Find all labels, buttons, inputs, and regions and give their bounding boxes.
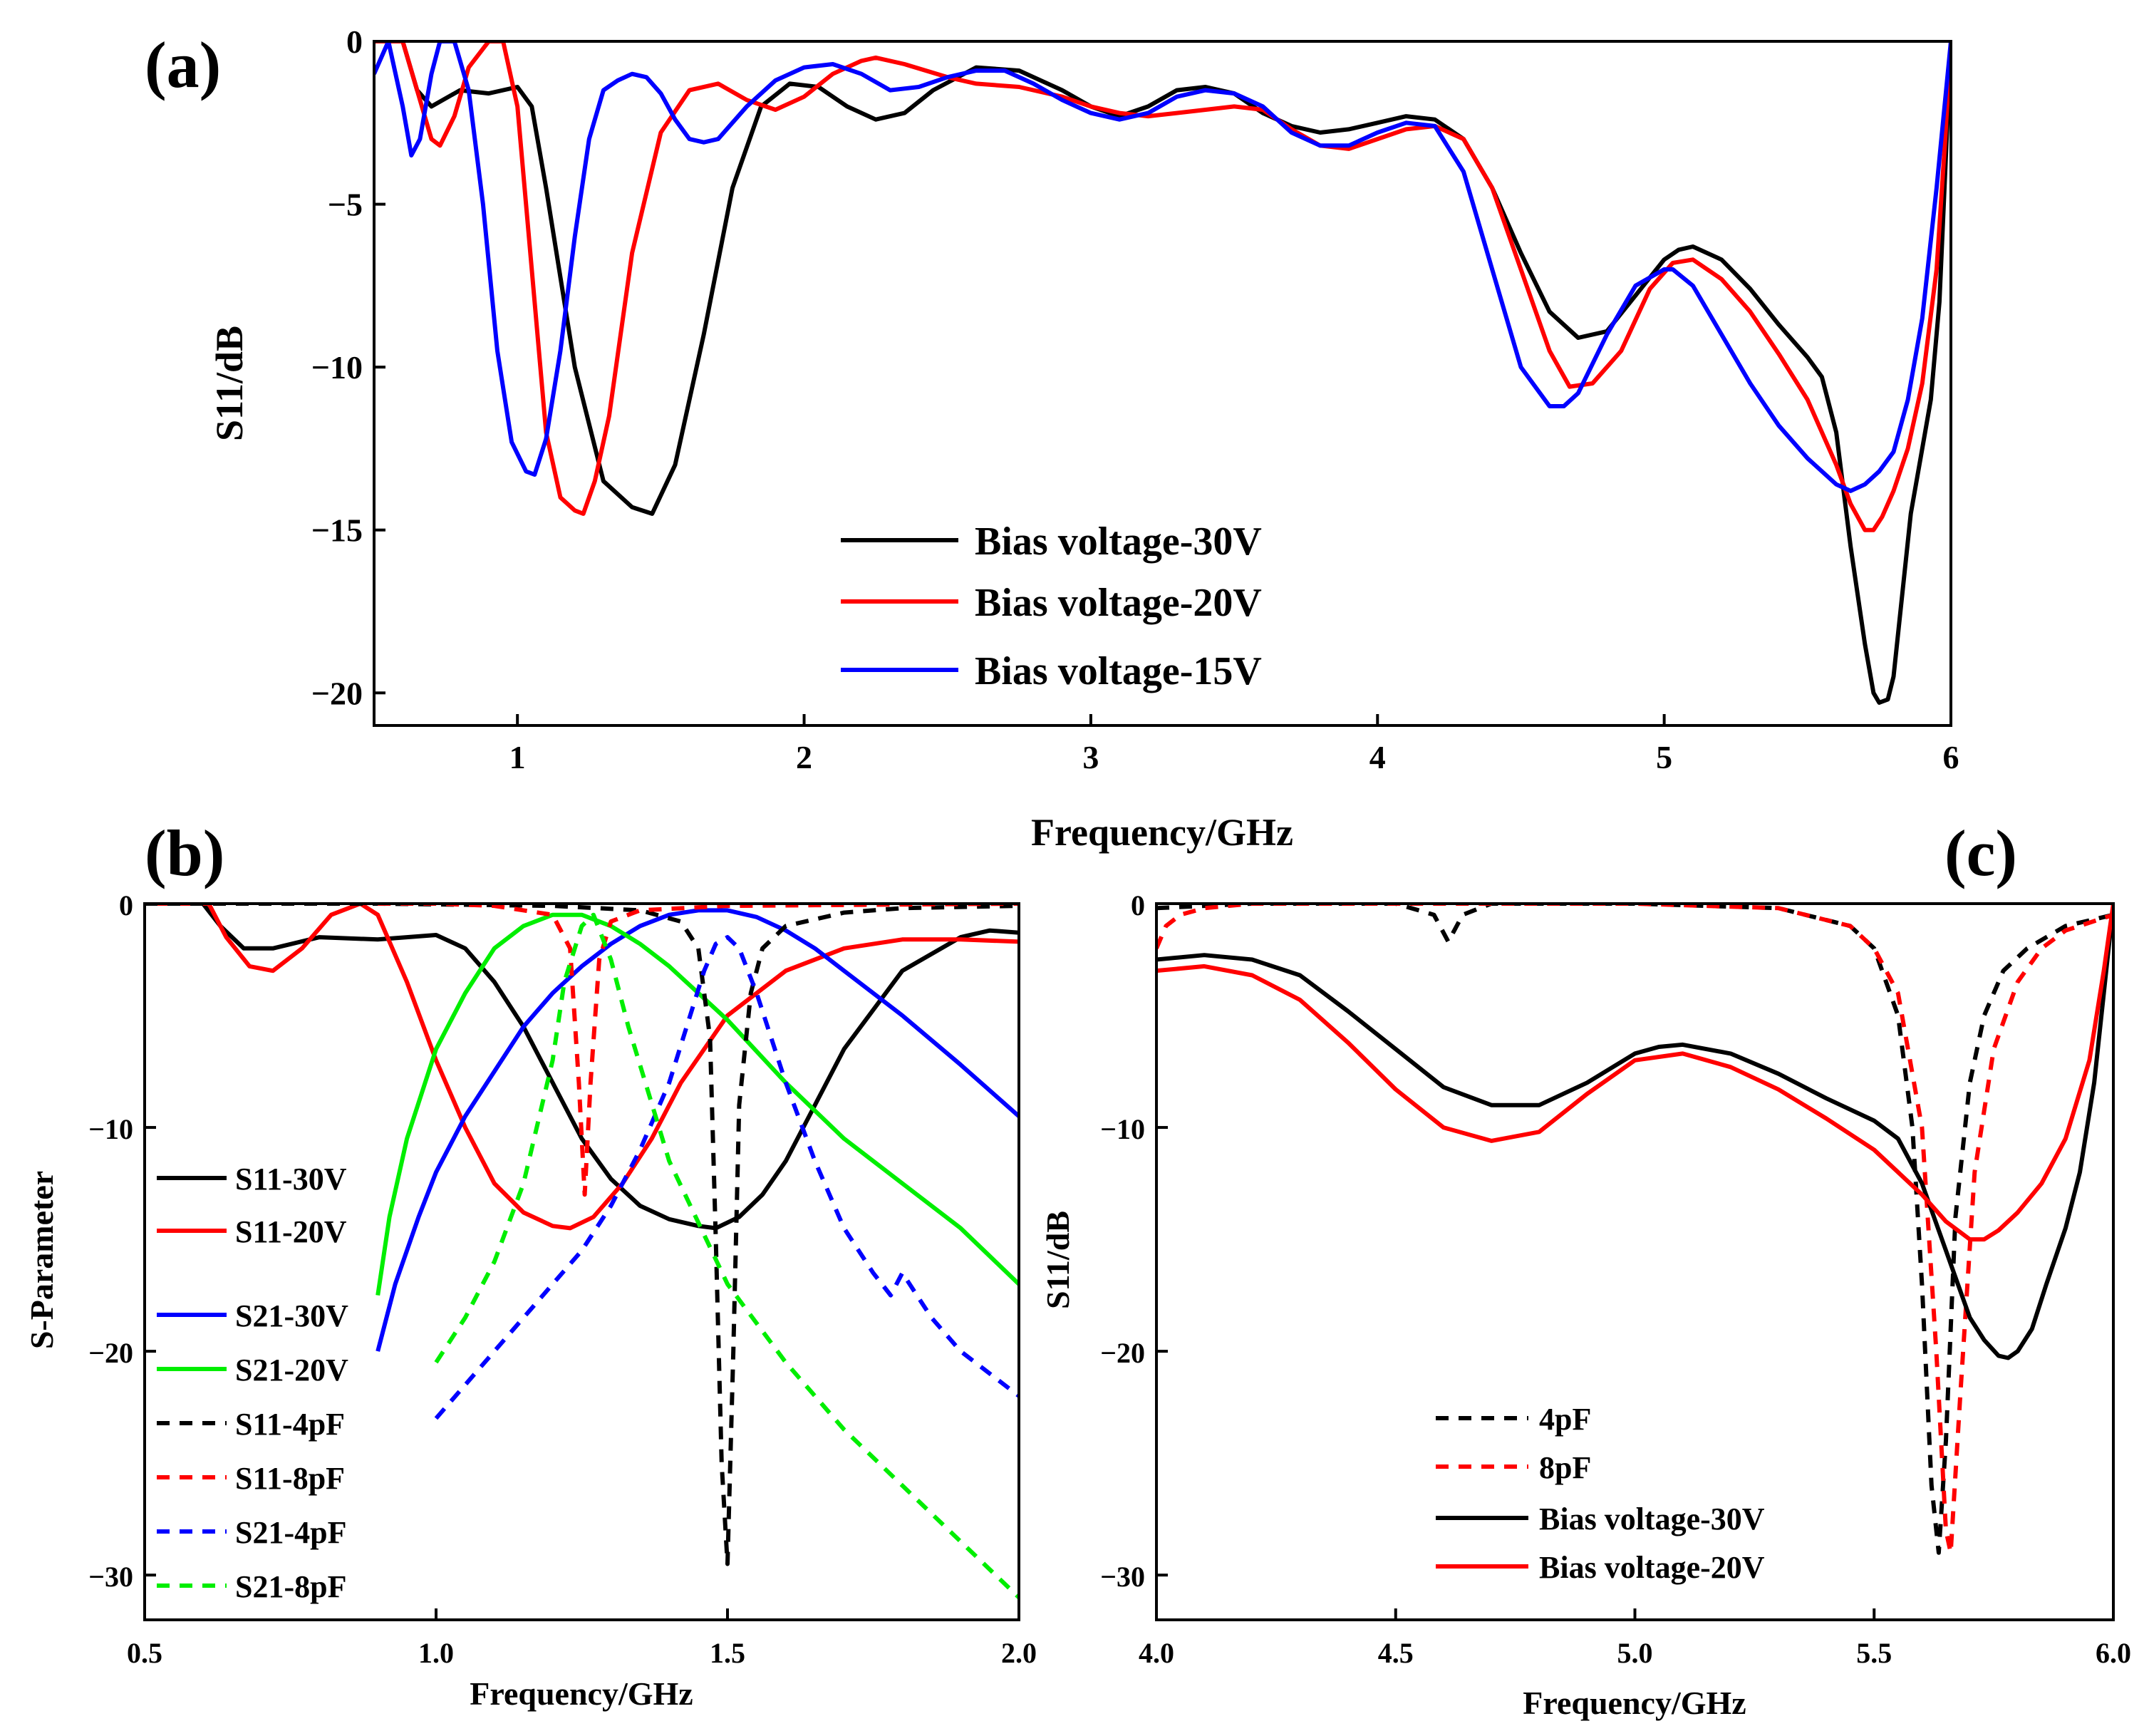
plot-b-legend: S11-30V S11-20V S21-30V S21-20V S11-4pF … (157, 1162, 348, 1604)
y-tick-label: −10 (1100, 1113, 1145, 1145)
plot-a-ticks: 1 2 3 4 5 6 0 −5 −10 −15 −20 (311, 24, 1959, 775)
legend-b-label-s11-8pf: S11-8pF (235, 1461, 345, 1496)
legend-a-label-15v: Bias voltage-15V (975, 649, 1262, 693)
panel-a: (a) 1 2 3 4 5 6 0 −5 −10 −15 −20 Frequency/GHz S11… (145, 24, 1959, 854)
legend-a-label-30v: Bias voltage-30V (975, 520, 1262, 564)
x-tick-label: 4.5 (1378, 1637, 1414, 1669)
series-b-s21-30v (376, 908, 1019, 1352)
y-tick-label: −10 (311, 349, 363, 386)
x-tick-label: 2.0 (1001, 1637, 1037, 1669)
series-c-8pf (1156, 904, 2113, 1555)
y-tick-label: −10 (88, 1113, 133, 1145)
plot-c-legend: 4pF 8pF Bias voltage-30V Bias voltage-20… (1436, 1402, 1765, 1585)
series-b-s21-20v (376, 912, 1019, 1296)
x-tick-label: 1 (509, 739, 526, 775)
legend-b-label-s11-4pf: S11-4pF (235, 1407, 345, 1442)
plot-b-frame (143, 902, 1020, 1621)
plot-a-frame (373, 40, 1952, 727)
legend-a-label-20v: Bias voltage-20V (975, 581, 1262, 625)
x-tick-label: 5.0 (1617, 1637, 1653, 1669)
plot-a-legend: Bias voltage-30V Bias voltage-20V Bias v… (841, 520, 1262, 693)
series-c-bias-voltage-20v (1156, 904, 2113, 1242)
y-tick-label: −5 (328, 187, 363, 223)
series-a-bias-voltage-30v (374, 41, 1951, 705)
series-b-s21-4pf (434, 935, 1019, 1420)
plot-b-ticks: 0.5 1.0 1.5 2.0 0 −10 −20 −30 (88, 889, 1037, 1669)
legend-c-label-20v: Bias voltage-20V (1539, 1550, 1765, 1585)
plot-c-series (1156, 904, 2113, 1555)
series-c-bias-voltage-30v (1156, 904, 2113, 1360)
y-tick-label: −30 (1100, 1561, 1145, 1593)
panel-b: (b) 0.5 1.0 1.5 2.0 0 −10 −20 −30 Frequency/GHz… (24, 817, 1037, 1712)
panel-b-label: (b) (145, 817, 224, 889)
x-tick-label: 6.0 (2096, 1637, 2131, 1669)
series-b-s11-4pf (145, 904, 1019, 1566)
legend-b-label-s21-20v: S21-20V (235, 1353, 348, 1388)
y-tick-label: −20 (311, 675, 363, 711)
y-tick-label: 0 (1131, 889, 1145, 921)
plot-b-x-title: Frequency/GHz (470, 1675, 693, 1712)
plot-a-y-title: S11/dB (208, 326, 251, 441)
y-tick-label: −15 (311, 512, 363, 549)
legend-b-label-s21-30v: S21-30V (235, 1298, 348, 1333)
x-tick-label: 4.0 (1139, 1637, 1174, 1669)
series-a-bias-voltage-15v (374, 41, 1951, 493)
panel-a-label: (a) (145, 29, 221, 101)
x-tick-label: 4 (1369, 739, 1386, 775)
x-tick-label: 3 (1082, 739, 1099, 775)
series-b-s11-20v (145, 904, 1019, 1231)
legend-c-label-8pf: 8pF (1539, 1450, 1591, 1485)
y-tick-label: −20 (1100, 1337, 1145, 1369)
x-tick-label: 5.5 (1856, 1637, 1892, 1669)
x-tick-label: 5 (1656, 739, 1672, 775)
x-tick-label: 2 (796, 739, 812, 775)
legend-b-label-s21-4pf: S21-4pF (235, 1515, 346, 1550)
series-a-bias-voltage-20v (374, 41, 1951, 532)
y-tick-label: −20 (88, 1337, 133, 1369)
series-b-s21-8pf (434, 912, 1019, 1599)
series-c-4pf (1156, 904, 2113, 1555)
plot-c-ticks: 4.0 4.5 5.0 5.5 6.0 0 −10 −20 −30 (1100, 889, 2131, 1669)
plot-b-series (145, 904, 1019, 1599)
plot-c-y-title: S11/dB (1040, 1211, 1076, 1309)
plot-a-x-title: Frequency/GHz (1031, 811, 1293, 854)
series-b-s11-30v (145, 904, 1019, 1231)
legend-b-label-s21-8pf: S21-8pF (235, 1569, 346, 1604)
x-tick-label: 1.0 (418, 1637, 454, 1669)
series-b-s11-8pf (378, 904, 1019, 1197)
plot-a-series (374, 41, 1951, 705)
y-tick-label: 0 (346, 24, 363, 60)
plot-c-x-title: Frequency/GHz (1523, 1685, 1746, 1721)
legend-c-label-4pf: 4pF (1539, 1402, 1591, 1437)
y-tick-label: −30 (88, 1561, 133, 1593)
x-tick-label: 0.5 (127, 1637, 162, 1669)
legend-b-label-s11-30v: S11-30V (235, 1162, 347, 1197)
x-tick-label: 6 (1943, 739, 1959, 775)
x-tick-label: 1.5 (710, 1637, 745, 1669)
legend-c-label-30v: Bias voltage-30V (1539, 1502, 1765, 1536)
plot-b-y-title: S-Parameter (24, 1171, 60, 1349)
legend-b-label-s11-20v: S11-20V (235, 1214, 347, 1249)
y-tick-label: 0 (119, 889, 133, 921)
panel-c: (c) 4.0 4.5 5.0 5.5 6.0 0 −10 −20 −30 Frequency/… (1040, 817, 2131, 1721)
panel-c-label: (c) (1944, 817, 2017, 889)
